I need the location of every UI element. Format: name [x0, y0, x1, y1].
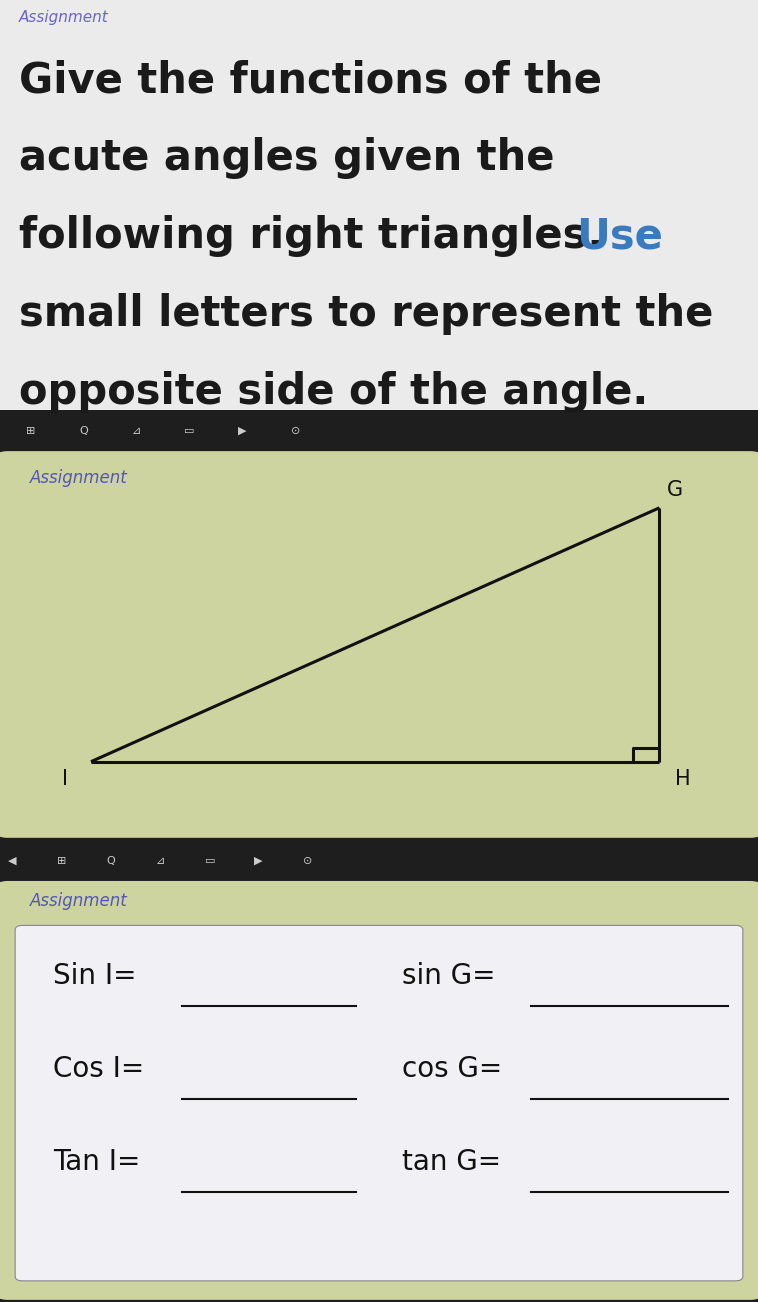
- Text: ⊙: ⊙: [303, 855, 312, 866]
- Text: Give the functions of the: Give the functions of the: [19, 60, 602, 102]
- Text: Q: Q: [106, 855, 115, 866]
- Text: ▭: ▭: [205, 855, 215, 866]
- Text: Use: Use: [576, 215, 663, 258]
- Text: ◀: ◀: [8, 855, 16, 866]
- Text: ⊿: ⊿: [132, 426, 141, 436]
- Text: Assignment: Assignment: [30, 892, 128, 910]
- Text: Assignment: Assignment: [30, 469, 128, 487]
- Text: ▶: ▶: [238, 426, 247, 436]
- Text: tan G=: tan G=: [402, 1148, 501, 1177]
- Text: cos G=: cos G=: [402, 1055, 502, 1083]
- FancyBboxPatch shape: [0, 881, 758, 1299]
- Text: G: G: [667, 480, 683, 500]
- Text: ⊞: ⊞: [57, 855, 66, 866]
- Text: ▶: ▶: [254, 855, 262, 866]
- Text: ▭: ▭: [184, 426, 195, 436]
- Text: ⊞: ⊞: [26, 426, 35, 436]
- Text: Cos I=: Cos I=: [53, 1055, 144, 1083]
- Text: following right triangles.: following right triangles.: [19, 215, 618, 258]
- Text: acute angles given the: acute angles given the: [19, 138, 554, 180]
- Text: ⊿: ⊿: [155, 855, 164, 866]
- Text: Tan I=: Tan I=: [53, 1148, 140, 1177]
- FancyBboxPatch shape: [0, 450, 758, 838]
- Text: small letters to represent the: small letters to represent the: [19, 293, 713, 335]
- Text: H: H: [675, 769, 691, 789]
- Text: Sin I=: Sin I=: [53, 962, 136, 991]
- Text: sin G=: sin G=: [402, 962, 495, 991]
- Text: opposite side of the angle.: opposite side of the angle.: [19, 371, 648, 413]
- FancyBboxPatch shape: [15, 926, 743, 1281]
- Text: I: I: [62, 769, 68, 789]
- Text: Q: Q: [79, 426, 88, 436]
- Text: ⊙: ⊙: [291, 426, 300, 436]
- Text: Assignment: Assignment: [19, 10, 108, 25]
